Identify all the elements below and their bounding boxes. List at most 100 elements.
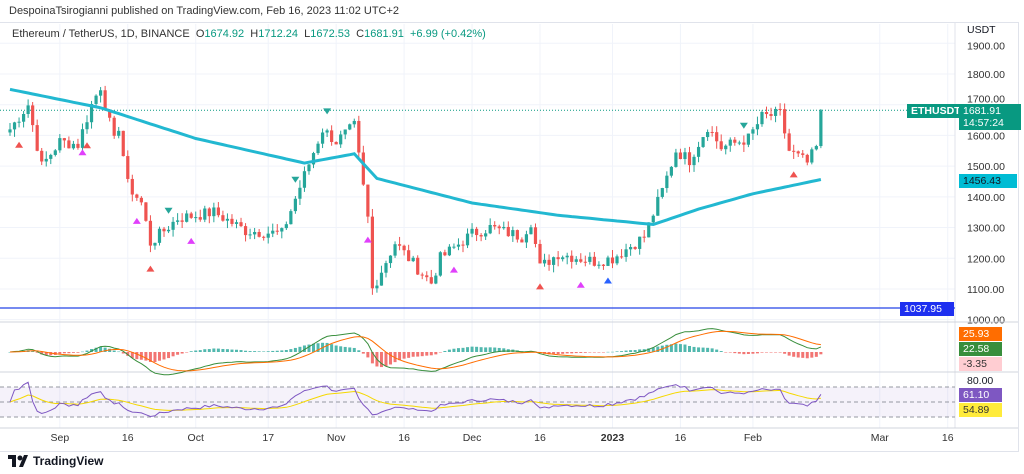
high-value: 1712.24	[258, 28, 298, 40]
candle-body	[502, 226, 506, 229]
time-tick: Nov	[327, 432, 346, 444]
candle-body	[176, 220, 180, 222]
candle-body	[94, 95, 98, 104]
macd-histogram-bar	[502, 348, 506, 352]
candle-body	[44, 158, 48, 162]
candle-body	[638, 236, 642, 249]
signal-marker	[363, 236, 372, 243]
candle-body	[583, 261, 587, 263]
macd-histogram-bar	[715, 349, 719, 352]
candle-body	[407, 250, 411, 262]
symbol-tag: ETHUSDT	[907, 104, 965, 118]
macd-histogram-bar	[112, 350, 116, 352]
candle-body	[243, 226, 248, 236]
low-label: L	[304, 28, 311, 40]
candle-body	[230, 218, 234, 224]
macd-histogram-bar	[271, 350, 275, 352]
candle-body	[778, 108, 782, 110]
macd-histogram-bar	[470, 346, 474, 352]
candle-body	[271, 230, 275, 234]
candle-body	[325, 130, 329, 133]
macd-histogram-bar	[99, 346, 103, 352]
candle-body	[67, 140, 71, 149]
signal-marker	[789, 171, 798, 178]
macd-histogram-bar	[248, 351, 252, 352]
macd-histogram-bar	[348, 347, 352, 352]
candle-body	[506, 226, 510, 237]
candle-body	[570, 255, 574, 262]
macd-histogram-bar	[162, 352, 166, 360]
time-tick: Feb	[744, 432, 762, 444]
currency-label: USDT	[967, 24, 996, 36]
macd-histogram-bar	[316, 343, 320, 352]
macd-histogram-bar	[398, 352, 402, 361]
candle-body	[198, 217, 202, 220]
candle-body	[592, 256, 596, 266]
macd-histogram-bar	[76, 352, 80, 353]
candle-body	[234, 222, 239, 224]
candle-body	[665, 175, 669, 189]
macd-histogram-bar	[90, 349, 94, 352]
candle-body	[484, 233, 488, 237]
macd-histogram-bar	[624, 350, 628, 352]
candle-body	[529, 227, 533, 235]
macd-histogram-bar	[275, 350, 279, 352]
macd-histogram-bar	[620, 351, 624, 352]
rsi-tick-80: 80.00	[967, 375, 994, 387]
macd-histogram-bar	[334, 345, 338, 352]
signal-marker	[323, 108, 332, 115]
macd-histogram-bar	[669, 344, 673, 352]
macd-histogram-bar	[615, 351, 619, 352]
macd-histogram-bar	[647, 348, 651, 352]
macd-histogram-bar	[420, 352, 424, 357]
signal-marker	[83, 142, 92, 149]
candle-body	[669, 166, 673, 176]
macd-histogram-bar	[755, 352, 759, 354]
macd-histogram-bar	[103, 347, 107, 352]
macd-histogram-bar	[58, 352, 62, 354]
candle-body	[31, 105, 35, 126]
macd-histogram-bar	[810, 352, 814, 358]
candle-body	[189, 213, 193, 218]
time-tick: Mar	[871, 432, 890, 444]
candle-body	[801, 153, 805, 155]
macd-histogram-bar	[742, 352, 746, 355]
macd-histogram-bar	[357, 350, 361, 352]
signal-value-label: 22.58	[959, 342, 1002, 356]
tradingview-logo[interactable]: TradingView	[8, 454, 103, 468]
candle-body	[280, 228, 284, 232]
macd-histogram-bar	[434, 352, 438, 355]
macd-histogram-bar	[774, 352, 778, 353]
candle-body	[497, 226, 501, 229]
candle-body	[275, 230, 279, 232]
candle-body	[425, 275, 429, 278]
candle-body	[148, 220, 153, 246]
candle-body	[266, 233, 270, 238]
candle-body	[438, 252, 442, 276]
macd-histogram-bar	[452, 348, 456, 352]
symbol-title[interactable]: Ethereum / TetherUS, 1D, BINANCE	[12, 28, 190, 40]
candle-body	[764, 112, 769, 115]
candle-body	[719, 141, 723, 150]
candle-body	[479, 235, 483, 237]
candle-body	[474, 228, 479, 236]
macd-histogram-bar	[157, 352, 161, 361]
hline-value-label: 1037.95	[900, 302, 954, 316]
macd-histogram-bar	[792, 352, 796, 357]
candle-body	[416, 257, 420, 275]
macd-histogram-bar	[370, 352, 374, 364]
histogram-value-label: -3.35	[959, 357, 1002, 371]
candle-body	[733, 139, 737, 143]
candle-body	[185, 213, 189, 222]
macd-histogram-bar	[221, 348, 225, 352]
macd-histogram-bar	[330, 344, 334, 352]
candle-body	[53, 150, 57, 155]
macd-histogram-bar	[556, 352, 560, 355]
candle-body	[126, 156, 130, 179]
ohlc-legend: Ethereum / TetherUS, 1D, BINANCE O1674.9…	[12, 28, 486, 40]
candle-body	[624, 249, 628, 257]
macd-histogram-bar	[62, 352, 66, 354]
macd-histogram-bar	[189, 351, 193, 352]
candle-body	[742, 142, 746, 145]
